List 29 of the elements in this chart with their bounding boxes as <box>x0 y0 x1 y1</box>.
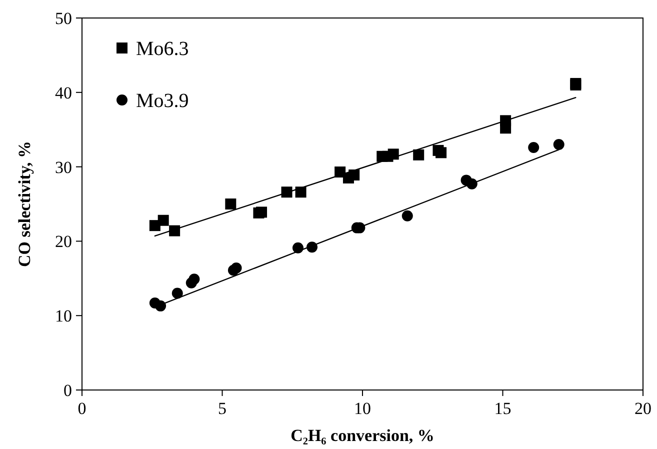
y-tick-label: 50 <box>55 9 72 28</box>
y-tick-label: 0 <box>64 381 72 400</box>
point <box>172 288 183 299</box>
point <box>256 206 268 218</box>
point <box>188 274 200 285</box>
y-axis-title: CO selectivity, % <box>15 140 34 268</box>
y-tick-label: 30 <box>55 158 72 177</box>
point <box>500 122 512 134</box>
point <box>230 262 242 274</box>
x-tick-label: 10 <box>354 399 371 418</box>
point <box>528 142 540 153</box>
point <box>436 147 447 158</box>
point <box>225 198 236 210</box>
x-tick-label: 20 <box>634 399 652 418</box>
legend-label: Mo6.3 <box>136 38 189 60</box>
point <box>155 300 166 312</box>
y-tick-label: 20 <box>55 232 72 252</box>
point <box>348 169 360 180</box>
x-tick-label: 5 <box>218 399 226 418</box>
x-tick-label: 0 <box>78 399 86 418</box>
point <box>553 138 564 150</box>
x-axis-title: C₂H₆ conversion, % <box>290 426 434 445</box>
point <box>402 210 413 222</box>
y-tick-label: 10 <box>55 306 72 326</box>
y-tick-label: 40 <box>55 83 72 102</box>
point <box>413 149 424 160</box>
point <box>158 214 169 226</box>
x-tick-label: 15 <box>494 399 512 418</box>
legend-label: Mo3.9 <box>136 90 189 112</box>
